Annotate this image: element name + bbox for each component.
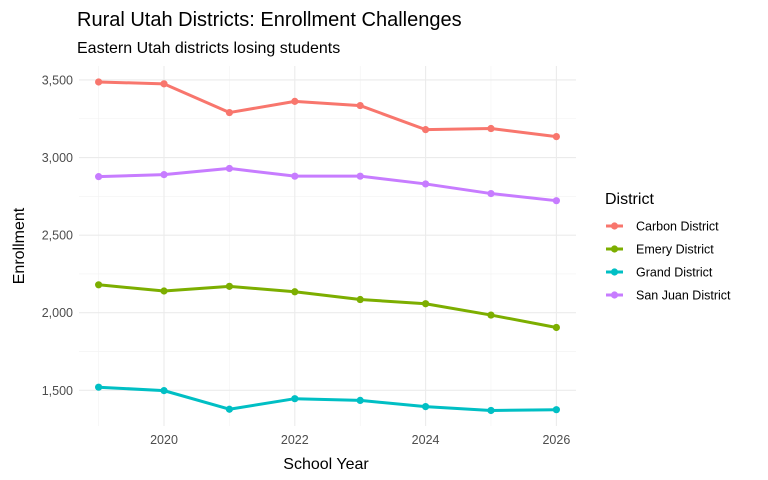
series-lines bbox=[98, 80, 557, 412]
data-point-emery-district bbox=[356, 295, 364, 304]
x-tick-label: 2026 bbox=[542, 433, 570, 447]
legend-item-san-juan-district: San Juan District bbox=[606, 289, 731, 303]
data-point-grand-district bbox=[552, 406, 560, 414]
data-point-emery-district bbox=[291, 288, 299, 296]
data-point-carbon-district bbox=[421, 126, 430, 134]
data-point-san-juan-district bbox=[487, 189, 495, 198]
x-tick-label: 2020 bbox=[150, 433, 178, 447]
legend-key-point bbox=[610, 291, 619, 299]
data-point-carbon-district bbox=[487, 124, 495, 133]
data-point-emery-district bbox=[160, 287, 168, 295]
data-point-carbon-district bbox=[95, 78, 103, 86]
legend-items: Carbon District Emery District Grand Distr… bbox=[606, 220, 731, 303]
series-line-grand-district bbox=[98, 385, 557, 412]
legend-item-grand-district: Grand District bbox=[606, 266, 713, 280]
y-tick-label: 3,000 bbox=[42, 151, 73, 165]
legend-label: Emery District bbox=[636, 243, 714, 257]
x-axis-ticks: 2020 2022 2024 2026 bbox=[150, 433, 570, 447]
data-point-san-juan-district bbox=[291, 172, 299, 180]
legend-item-carbon-district: Carbon District bbox=[606, 220, 719, 234]
y-axis-title: Enrollment bbox=[11, 207, 28, 284]
data-point-carbon-district bbox=[552, 133, 560, 141]
data-point-grand-district bbox=[487, 406, 495, 415]
chart-subtitle: Eastern Utah districts losing students bbox=[77, 40, 340, 57]
data-point-carbon-district bbox=[356, 101, 364, 110]
data-point-grand-district bbox=[160, 387, 168, 395]
series-points bbox=[95, 78, 560, 415]
data-point-grand-district bbox=[356, 396, 364, 404]
y-tick-label: 2,000 bbox=[42, 306, 73, 320]
legend-label: Grand District bbox=[636, 266, 713, 280]
y-axis-ticks: 1,500 2,000 2,500 3,000 3,500 bbox=[42, 73, 73, 397]
y-tick-label: 2,500 bbox=[42, 229, 73, 243]
data-point-san-juan-district bbox=[552, 197, 560, 205]
data-point-san-juan-district bbox=[160, 171, 168, 179]
chart-title: Rural Utah Districts: Enrollment Challen… bbox=[77, 9, 462, 31]
data-point-grand-district bbox=[95, 383, 103, 391]
y-tick-label: 1,500 bbox=[42, 384, 73, 398]
series-line-carbon-district bbox=[98, 80, 557, 139]
legend-key-point bbox=[610, 222, 619, 230]
series-line-emery-district bbox=[98, 283, 557, 329]
y-tick-label: 3,500 bbox=[42, 73, 73, 87]
plot-area bbox=[79, 66, 576, 426]
data-point-san-juan-district bbox=[356, 172, 364, 180]
series-line-san-juan-district bbox=[98, 166, 557, 203]
data-point-carbon-district bbox=[291, 97, 299, 105]
grid-lines bbox=[79, 66, 576, 426]
x-tick-label: 2022 bbox=[281, 433, 309, 447]
data-point-grand-district bbox=[421, 403, 430, 411]
data-point-emery-district bbox=[95, 281, 103, 289]
data-point-grand-district bbox=[225, 405, 234, 413]
legend: District Carbon District Emery District Gr… bbox=[605, 191, 731, 303]
data-point-carbon-district bbox=[225, 108, 234, 117]
data-point-grand-district bbox=[291, 395, 299, 403]
legend-key-point bbox=[610, 268, 619, 276]
data-point-emery-district bbox=[552, 323, 560, 332]
legend-title: District bbox=[605, 191, 654, 208]
legend-key-point bbox=[610, 245, 619, 253]
legend-label: San Juan District bbox=[636, 289, 731, 303]
data-point-san-juan-district bbox=[421, 180, 430, 188]
data-point-emery-district bbox=[421, 300, 430, 308]
legend-label: Carbon District bbox=[636, 220, 719, 234]
data-point-san-juan-district bbox=[225, 164, 234, 173]
data-point-carbon-district bbox=[160, 80, 168, 88]
data-point-emery-district bbox=[487, 311, 495, 319]
legend-item-emery-district: Emery District bbox=[606, 243, 714, 257]
x-tick-label: 2024 bbox=[412, 433, 440, 447]
data-point-san-juan-district bbox=[95, 173, 103, 181]
x-axis-title: School Year bbox=[283, 456, 369, 473]
data-point-emery-district bbox=[225, 282, 234, 290]
